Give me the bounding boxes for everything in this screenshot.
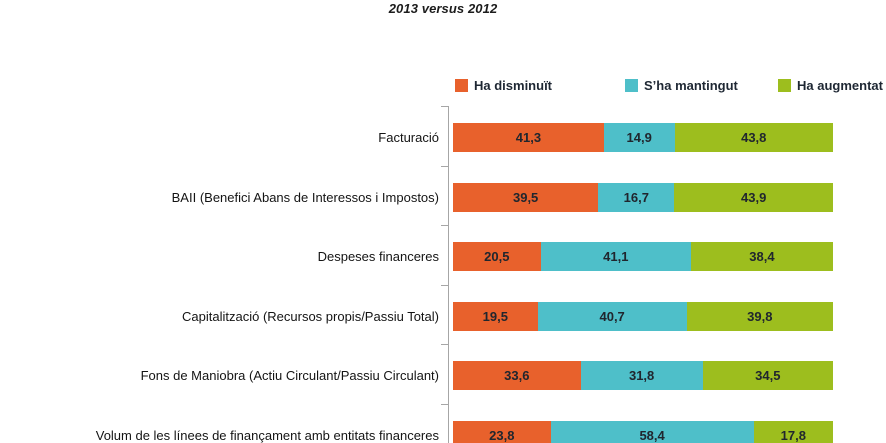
bar-segment: 39,5 <box>453 182 599 212</box>
axis-tick <box>441 225 449 226</box>
bar-row: 23,8 58,4 17,8 <box>453 420 833 443</box>
bar-segment: 20,5 <box>453 242 541 271</box>
bar-row: 19,5 40,7 39,8 <box>453 301 833 331</box>
bar-segment: 17,8 <box>753 420 833 443</box>
category-label: Facturació <box>378 130 439 145</box>
axis-tick <box>441 403 449 405</box>
bar-segment: 43,8 <box>674 123 833 152</box>
bar-segment: 39,8 <box>686 301 833 331</box>
bar-segment: 31,8 <box>580 361 703 390</box>
legend-label: Ha disminuït <box>474 77 553 93</box>
legend-item-increased: Ha augmentat <box>778 77 883 93</box>
bar-segment: 33,6 <box>453 361 581 390</box>
axis-tick <box>441 284 449 286</box>
category-label: Volum de les línees de finançament amb e… <box>95 427 439 443</box>
axis-tick <box>441 106 449 107</box>
chart-title: 2013 versus 2012 <box>388 1 498 16</box>
bar-segment: 16,7 <box>598 182 675 212</box>
bar-segment: 19,5 <box>453 301 538 331</box>
bar-segment: 41,1 <box>540 242 691 271</box>
legend-item-maintained: S’ha mantingut <box>625 77 738 93</box>
bar-segment: 34,5 <box>702 361 833 390</box>
legend-swatch-maintained <box>625 78 638 92</box>
legend-label: S’ha mantingut <box>644 77 738 93</box>
legend-swatch-decreased <box>455 78 468 92</box>
category-label: Despeses financeres <box>317 249 439 264</box>
bar-segment: 40,7 <box>537 301 687 331</box>
legend-swatch-increased <box>778 78 791 92</box>
bar-segment: 14,9 <box>603 123 675 152</box>
bar-row: 41,3 14,9 43,8 <box>453 123 833 152</box>
bar-segment: 23,8 <box>453 420 551 443</box>
category-label: Fons de Maniobra (Actiu Circulant/Passiu… <box>140 368 439 383</box>
legend-item-decreased: Ha disminuït <box>455 77 552 93</box>
axis-tick <box>441 344 449 345</box>
bar-row: 33,6 31,8 34,5 <box>453 361 833 390</box>
bar-row: 39,5 16,7 43,9 <box>453 182 833 212</box>
y-axis-line <box>448 106 449 443</box>
bar-segment: 38,4 <box>690 242 833 271</box>
bar-row: 20,5 41,1 38,4 <box>453 242 833 271</box>
category-label: BAII (Benefici Abans de Interessos i Imp… <box>171 189 439 205</box>
bar-segment: 43,9 <box>674 182 833 212</box>
bar-segment: 41,3 <box>453 123 604 152</box>
legend-label: Ha augmentat <box>797 77 883 93</box>
bar-segment: 58,4 <box>550 420 754 443</box>
axis-tick <box>441 165 449 167</box>
category-label: Capitalització (Recursos propis/Passiu T… <box>182 308 439 324</box>
